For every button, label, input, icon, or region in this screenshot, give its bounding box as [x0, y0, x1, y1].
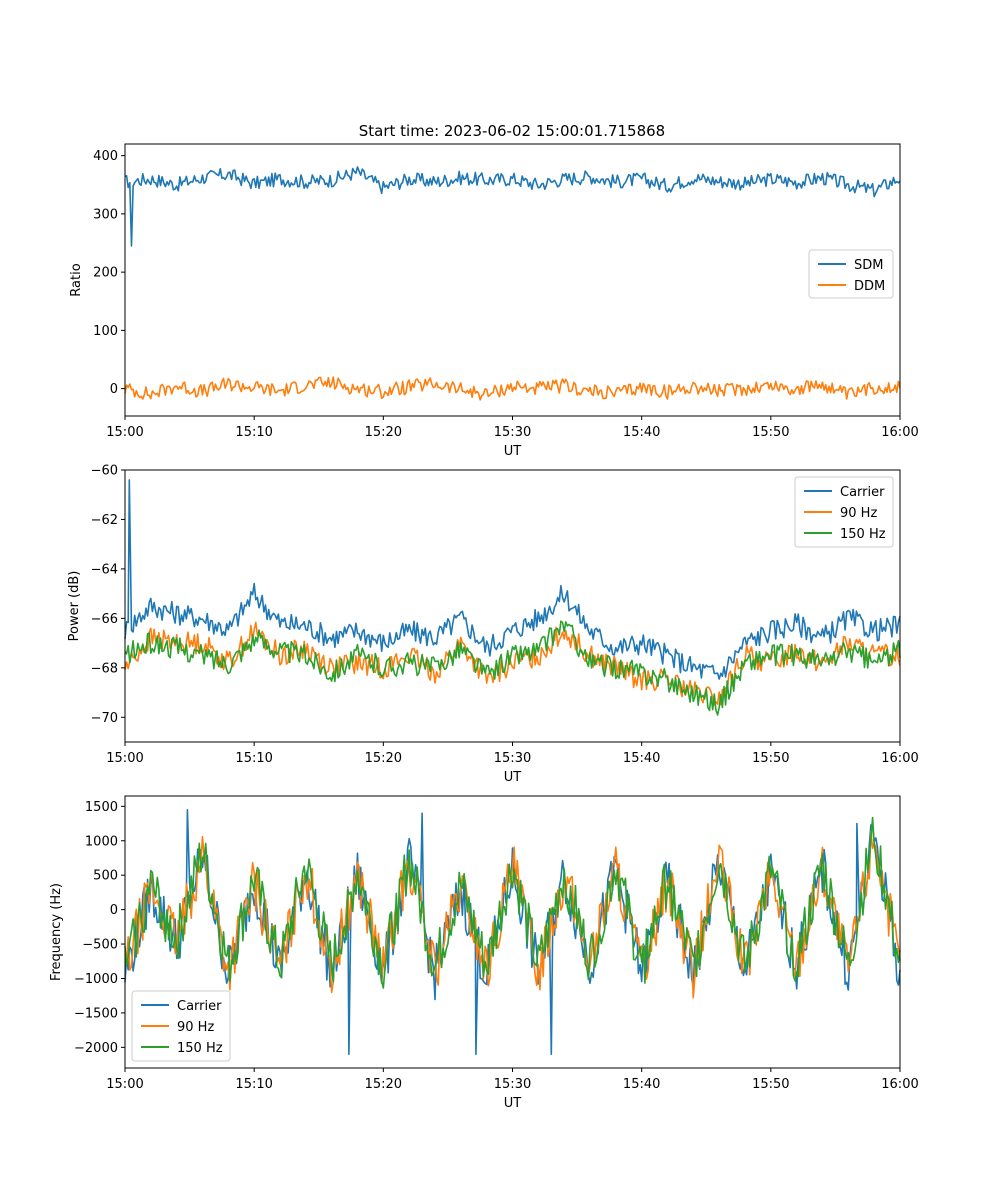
x-axis-label: UT — [504, 444, 522, 459]
y-tick-label: 200 — [93, 266, 118, 281]
panels: 15:00 15:10 15:20 15:30 15:40 15:50 16:00 0 100 2… — [49, 143, 919, 1111]
legend: SDM DDM — [808, 249, 894, 299]
x-tick-label: 15:10 — [235, 425, 272, 440]
x-tick-label: 15:00 — [106, 1077, 143, 1092]
legend-box — [131, 990, 231, 1062]
x-tick-label: 15:50 — [752, 425, 789, 440]
x-axis-label: UT — [504, 1096, 522, 1111]
y-axis-label: Frequency (Hz) — [49, 883, 64, 981]
y-tick-label: 400 — [93, 149, 118, 164]
figure-title: Start time: 2023-06-02 15:00:01.715868 — [359, 122, 665, 140]
legend-label: 90 Hz — [840, 506, 877, 521]
x-tick-label: 16:00 — [881, 751, 918, 766]
x-tick-label: 15:10 — [235, 1077, 272, 1092]
chart-panel: 15:00 15:10 15:20 15:30 15:40 15:50 16:00 −2000… — [49, 795, 919, 1111]
y-tick-label: 300 — [93, 207, 118, 222]
legend-label: 90 Hz — [177, 1020, 214, 1035]
y-tick-label: −70 — [91, 711, 118, 726]
x-tick-label: 15:20 — [365, 425, 402, 440]
x-tick-label: 15:30 — [494, 425, 531, 440]
series-line-90-hz — [124, 830, 901, 999]
series-line-carrier — [124, 479, 901, 680]
y-tick-label: 1000 — [85, 834, 118, 849]
legend: Carrier 90 Hz 150 Hz — [794, 476, 894, 548]
y-tick-label: −1000 — [74, 972, 118, 987]
x-tick-label: 15:00 — [106, 425, 143, 440]
series-line-90-hz — [124, 621, 901, 706]
series-line-150-hz — [124, 620, 901, 716]
x-tick-label: 15:20 — [365, 751, 402, 766]
y-axis-label: Ratio — [69, 263, 84, 296]
x-tick-label: 16:00 — [881, 1077, 918, 1092]
y-tick-label: −1500 — [74, 1006, 118, 1021]
x-axis-label: UT — [504, 770, 522, 785]
legend-label: Carrier — [177, 999, 222, 1014]
y-tick-label: −500 — [82, 938, 118, 953]
x-tick-label: 15:00 — [106, 751, 143, 766]
y-tick-label: 500 — [93, 869, 118, 884]
y-tick-label: 0 — [110, 903, 118, 918]
legend-label: 150 Hz — [177, 1041, 223, 1056]
x-tick-label: 15:50 — [752, 751, 789, 766]
legend-label: DDM — [854, 279, 885, 294]
y-tick-label: −62 — [91, 513, 118, 528]
series-line-carrier — [124, 809, 901, 1055]
chart-panel: 15:00 15:10 15:20 15:30 15:40 15:50 16:00 0 100 2… — [69, 143, 919, 459]
x-tick-label: 15:30 — [494, 1077, 531, 1092]
x-tick-label: 15:10 — [235, 751, 272, 766]
legend-box — [794, 476, 894, 548]
x-tick-label: 15:40 — [623, 1077, 660, 1092]
x-tick-label: 15:40 — [623, 425, 660, 440]
series-line-sdm — [124, 166, 901, 247]
y-tick-label: −60 — [91, 464, 118, 479]
y-tick-label: −66 — [91, 612, 118, 627]
legend: Carrier 90 Hz 150 Hz — [131, 990, 231, 1062]
legend-label: SDM — [854, 258, 883, 273]
x-tick-label: 15:20 — [365, 1077, 402, 1092]
y-tick-label: −64 — [91, 562, 118, 577]
y-tick-label: 0 — [110, 382, 118, 397]
y-axis-label: Power (dB) — [67, 571, 82, 642]
series-line-ddm — [124, 376, 901, 401]
x-tick-label: 15:40 — [623, 751, 660, 766]
y-tick-label: −2000 — [74, 1041, 118, 1056]
y-tick-label: 1500 — [85, 800, 118, 815]
y-tick-label: −68 — [91, 661, 118, 676]
x-tick-label: 15:50 — [752, 1077, 789, 1092]
x-tick-label: 15:30 — [494, 751, 531, 766]
legend-label: 150 Hz — [840, 527, 886, 542]
chart-panel: 15:00 15:10 15:20 15:30 15:40 15:50 16:00 −70 −6… — [67, 464, 919, 786]
y-tick-label: 100 — [93, 324, 118, 339]
legend-label: Carrier — [840, 485, 885, 500]
x-tick-label: 16:00 — [881, 425, 918, 440]
series-line-150-hz — [124, 816, 901, 989]
